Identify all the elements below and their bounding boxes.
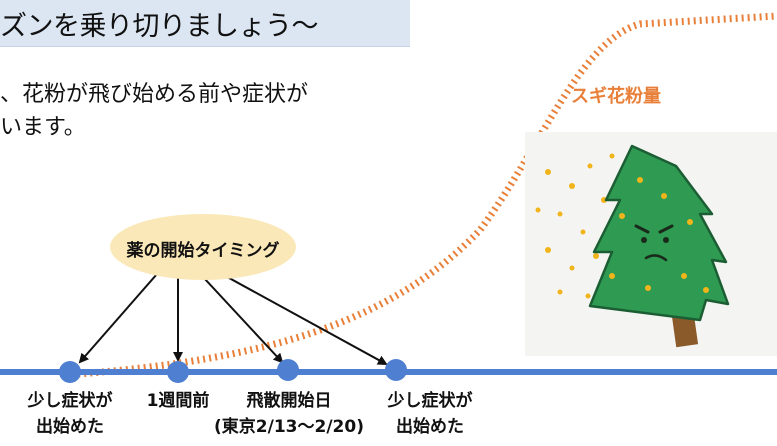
timeline-point-4 [385, 359, 407, 381]
pollen-amount-label: スギ花粉量 [571, 86, 661, 107]
timeline-point-3 [277, 359, 299, 381]
timeline-point-2 [167, 361, 189, 383]
timeline-point-1 [59, 361, 81, 383]
point-4-line-1: 少し症状が [387, 391, 473, 411]
intro-line-1: 、花粉が飛び始める前や症状が [0, 82, 309, 107]
point-label-1: 少し症状が 出始めた [10, 388, 130, 440]
point-1-line-1: 少し症状が [27, 391, 113, 411]
title-banner: ズンを乗り切りましょう～ [0, 0, 410, 47]
point-2-line-1: 1週間前 [146, 391, 210, 411]
point-label-3: 飛散開始日 (東京2/13〜2/20) [200, 388, 378, 440]
intro-text: 、花粉が飛び始める前や症状が います。 [0, 78, 420, 144]
point-3-line-1: 飛散開始日 [246, 391, 332, 411]
pollen-amount-curve [77, 12, 777, 378]
intro-line-2: います。 [0, 115, 86, 140]
point-1-line-2: 出始めた [36, 417, 104, 437]
timing-bubble [110, 214, 296, 280]
cedar-tree-icon [588, 144, 730, 348]
point-3-line-2: (東京2/13〜2/20) [214, 417, 364, 437]
timing-title: 薬の開始タイミング [126, 241, 280, 261]
point-4-line-2: 出始めた [396, 417, 464, 437]
cedar-illustration [525, 132, 777, 356]
page-title: ズンを乗り切りましょう～ [0, 11, 319, 42]
point-label-2: 1週間前 [130, 388, 226, 414]
point-label-4: 少し症状が 出始めた [372, 388, 488, 440]
